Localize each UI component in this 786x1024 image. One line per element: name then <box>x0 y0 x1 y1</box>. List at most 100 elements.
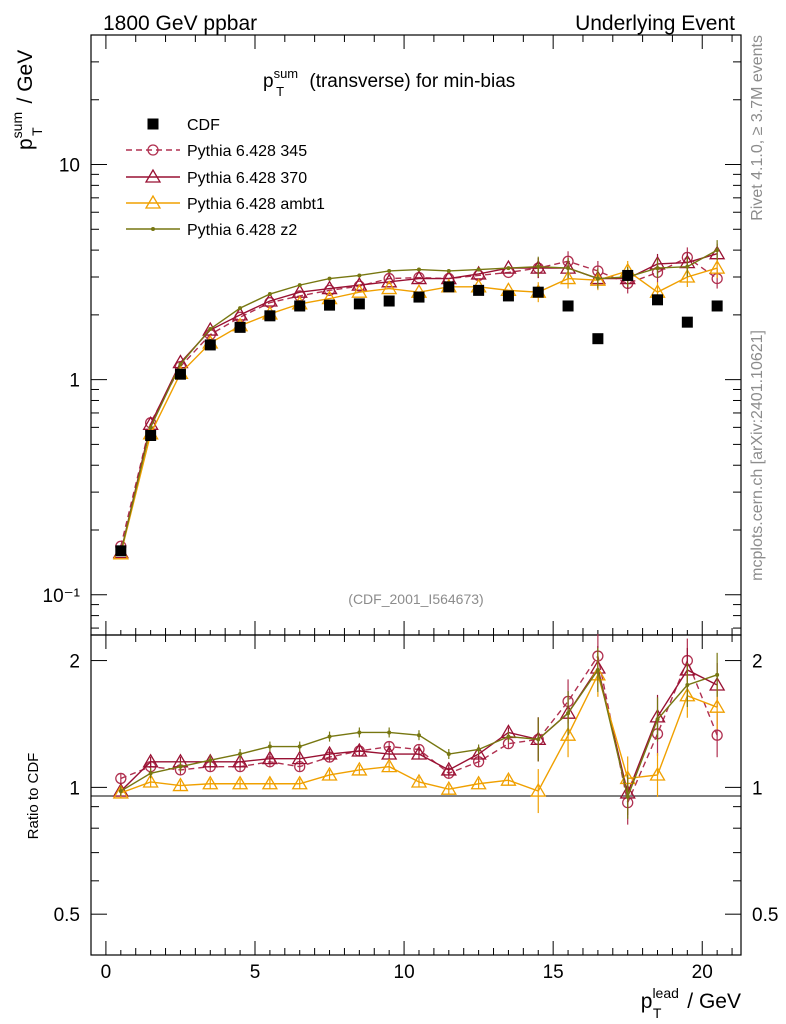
ratio-point <box>709 698 726 713</box>
data-point <box>711 300 723 312</box>
ratio-point <box>351 761 368 776</box>
ratio-point <box>387 730 392 735</box>
ratio-point <box>267 744 272 749</box>
series-point <box>178 362 183 367</box>
ratio-point <box>118 789 123 794</box>
data-point <box>383 295 395 307</box>
ratio-point <box>261 750 279 765</box>
ratio-point <box>291 775 308 790</box>
legend-label: Pythia 6.428 345 <box>187 143 307 160</box>
data-point <box>174 368 186 380</box>
series-point <box>446 268 451 273</box>
y-tick-label: 10 <box>59 156 80 177</box>
ratio-point <box>142 773 159 788</box>
x-axis-label: plead T / GeV <box>641 985 741 1021</box>
ratio-point <box>410 773 428 788</box>
ratio-tick-label-right: 1 <box>752 778 763 799</box>
legend-label: Pythia 6.428 z2 <box>187 222 297 239</box>
data-point <box>115 545 127 557</box>
ratio-point <box>440 761 457 776</box>
ratio-point <box>231 753 249 768</box>
ratio-point <box>715 672 720 677</box>
series-line <box>120 253 718 553</box>
data-point <box>204 339 216 351</box>
ratio-point <box>416 733 421 738</box>
legend-marker <box>144 194 162 209</box>
legend-marker <box>144 168 162 183</box>
ratio-point <box>470 775 487 790</box>
ratio-point <box>530 782 547 797</box>
plot-title: psum T (transverse) for min-bias <box>263 66 515 99</box>
ratio-point <box>327 734 332 739</box>
y-tick-label: 1 <box>69 371 80 392</box>
series-point <box>679 268 696 283</box>
ratio-point <box>440 780 457 795</box>
header-left: 1800 GeV ppbar <box>103 12 257 35</box>
ratio-point <box>500 771 517 786</box>
ratio-point <box>655 717 660 722</box>
series-point <box>715 248 720 253</box>
series-point <box>381 273 398 288</box>
ratio-point <box>321 766 338 781</box>
y-tick-label: 10⁻¹ <box>43 586 81 607</box>
series-point <box>267 292 272 297</box>
data-point <box>532 286 544 298</box>
series-point <box>357 273 362 278</box>
ratio-point <box>231 775 249 790</box>
series-point <box>536 264 541 269</box>
legend-marker <box>147 144 159 156</box>
ratio-tick-label: 1 <box>69 778 80 799</box>
ratio-point <box>112 784 129 799</box>
analysis-id: (CDF_2001_I564673) <box>348 591 483 607</box>
series-point <box>351 276 368 291</box>
mcplots-info: mcplots.cern.ch [arXiv:2401.10621] <box>749 330 766 581</box>
ratio-point <box>297 744 302 749</box>
x-tick-label: 15 <box>543 962 564 983</box>
ratio-point <box>381 758 398 773</box>
data-point <box>353 298 365 310</box>
data-point <box>592 333 604 345</box>
ratio-point <box>559 726 577 741</box>
series-point <box>416 267 421 272</box>
data-point <box>145 429 157 441</box>
ratio-point <box>321 745 338 760</box>
ratio-axis-label: Ratio to CDF <box>25 753 42 840</box>
legend-label: Pythia 6.428 370 <box>187 170 307 187</box>
series-point <box>559 270 577 285</box>
data-point <box>413 291 425 303</box>
data-point <box>234 321 246 333</box>
y-axis-label: psum T / GeV <box>9 50 45 150</box>
data-point <box>443 281 455 293</box>
ratio-point <box>202 775 219 790</box>
series-point <box>566 266 571 271</box>
data-point <box>473 284 485 296</box>
series-point <box>381 280 398 295</box>
series-point <box>297 283 302 288</box>
data-point <box>324 299 336 311</box>
x-tick-label: 5 <box>250 962 261 983</box>
data-point <box>652 294 664 306</box>
header-right: Underlying Event <box>575 12 735 35</box>
x-tick-label: 10 <box>394 962 415 983</box>
data-point <box>502 290 514 302</box>
series-line <box>120 256 718 547</box>
series-point <box>506 266 511 271</box>
data-point <box>294 300 306 312</box>
ratio-point <box>595 667 600 672</box>
series-point <box>685 264 690 269</box>
ratio-tick-label: 2 <box>69 652 80 673</box>
legend-marker <box>147 118 159 130</box>
legend-label: Pythia 6.428 ambt1 <box>187 196 325 213</box>
ratio-point <box>476 747 481 752</box>
series-point <box>655 266 660 271</box>
series-point <box>476 267 481 272</box>
series-point <box>208 326 213 331</box>
ratio-point <box>238 752 243 757</box>
legend-marker <box>151 227 155 231</box>
data-point <box>264 310 276 322</box>
ratio-point <box>470 745 487 760</box>
ratio-plot-frame <box>90 634 742 956</box>
series-point <box>321 280 338 295</box>
series-line <box>120 267 718 554</box>
